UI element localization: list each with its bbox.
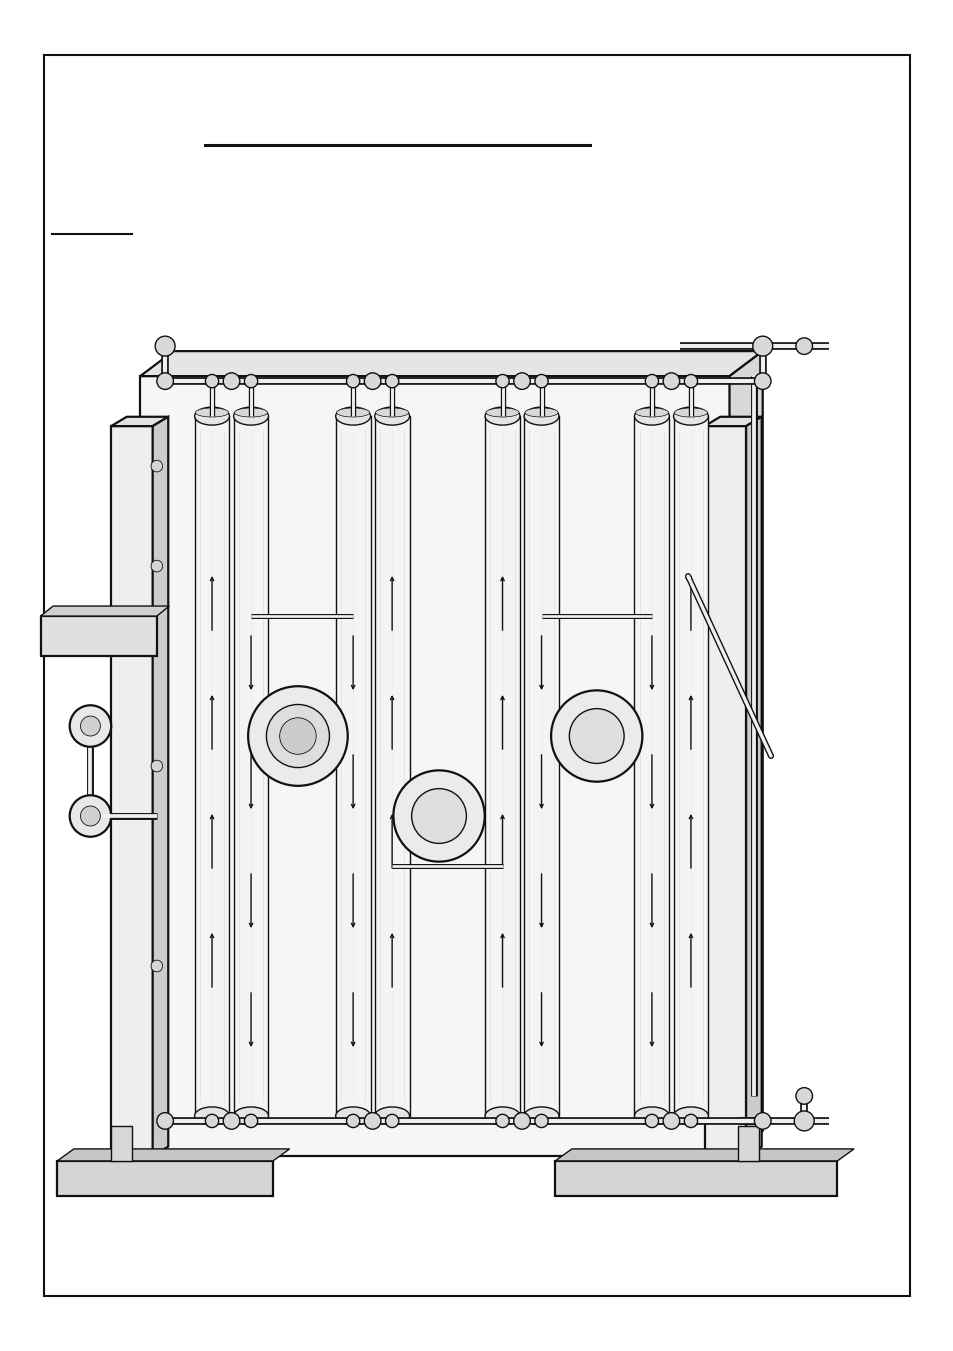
Ellipse shape — [375, 1106, 409, 1125]
Polygon shape — [704, 426, 745, 1156]
Ellipse shape — [375, 408, 408, 417]
Polygon shape — [555, 1148, 853, 1161]
Circle shape — [155, 336, 175, 357]
Circle shape — [411, 789, 466, 843]
Polygon shape — [112, 1125, 132, 1161]
Circle shape — [266, 704, 329, 767]
Polygon shape — [140, 376, 729, 1156]
Ellipse shape — [484, 407, 519, 426]
Polygon shape — [555, 1161, 837, 1196]
Ellipse shape — [634, 407, 669, 426]
Circle shape — [514, 1113, 530, 1129]
Polygon shape — [112, 416, 168, 426]
Polygon shape — [57, 1148, 290, 1161]
Ellipse shape — [634, 1106, 669, 1125]
Polygon shape — [41, 616, 156, 657]
Ellipse shape — [194, 1106, 230, 1125]
Circle shape — [244, 1115, 257, 1128]
Polygon shape — [523, 416, 558, 1116]
Polygon shape — [704, 416, 760, 426]
Circle shape — [535, 1115, 548, 1128]
Circle shape — [496, 1115, 509, 1128]
Polygon shape — [335, 416, 370, 1116]
Circle shape — [644, 1115, 658, 1128]
Circle shape — [794, 1111, 813, 1131]
Ellipse shape — [195, 408, 229, 417]
Ellipse shape — [523, 1106, 558, 1125]
Circle shape — [80, 716, 100, 736]
Polygon shape — [729, 351, 762, 1156]
Circle shape — [752, 336, 772, 357]
Circle shape — [151, 561, 162, 571]
Ellipse shape — [234, 408, 268, 417]
Circle shape — [70, 705, 112, 747]
Circle shape — [754, 1113, 770, 1129]
Circle shape — [205, 1115, 218, 1128]
Polygon shape — [484, 416, 519, 1116]
Circle shape — [346, 374, 359, 388]
Circle shape — [346, 1115, 359, 1128]
Circle shape — [279, 717, 315, 754]
Ellipse shape — [375, 407, 409, 426]
Circle shape — [795, 1088, 812, 1104]
Circle shape — [70, 796, 112, 836]
Circle shape — [156, 373, 173, 389]
Text: AXEON: AXEON — [233, 708, 711, 824]
Circle shape — [364, 373, 380, 389]
Ellipse shape — [485, 408, 518, 417]
Polygon shape — [194, 416, 230, 1116]
Ellipse shape — [336, 408, 370, 417]
Circle shape — [151, 761, 162, 771]
Circle shape — [683, 1115, 697, 1128]
Circle shape — [535, 374, 548, 388]
Polygon shape — [57, 1161, 273, 1196]
Ellipse shape — [335, 1106, 370, 1125]
Polygon shape — [41, 607, 169, 616]
Circle shape — [496, 374, 509, 388]
Ellipse shape — [524, 408, 558, 417]
Ellipse shape — [523, 407, 558, 426]
Circle shape — [223, 373, 239, 389]
Circle shape — [569, 709, 623, 763]
Ellipse shape — [233, 407, 268, 426]
Ellipse shape — [233, 1106, 268, 1125]
Circle shape — [662, 1113, 679, 1129]
Circle shape — [156, 1113, 173, 1129]
Circle shape — [644, 374, 658, 388]
Ellipse shape — [674, 408, 707, 417]
Circle shape — [205, 374, 218, 388]
Ellipse shape — [194, 407, 230, 426]
Polygon shape — [112, 426, 152, 1156]
Circle shape — [364, 1113, 380, 1129]
Polygon shape — [140, 351, 762, 376]
Circle shape — [662, 373, 679, 389]
Circle shape — [248, 686, 347, 786]
Circle shape — [514, 373, 530, 389]
Circle shape — [385, 1115, 398, 1128]
Polygon shape — [152, 416, 168, 1156]
Ellipse shape — [635, 408, 668, 417]
Circle shape — [683, 374, 697, 388]
Circle shape — [244, 374, 257, 388]
Polygon shape — [634, 416, 669, 1116]
Polygon shape — [233, 416, 268, 1116]
Text: ®: ® — [720, 684, 745, 708]
Ellipse shape — [335, 407, 370, 426]
Ellipse shape — [673, 407, 708, 426]
Circle shape — [80, 807, 100, 825]
Polygon shape — [745, 416, 760, 1156]
Circle shape — [223, 1113, 239, 1129]
Circle shape — [393, 770, 484, 862]
Circle shape — [151, 461, 162, 471]
Circle shape — [795, 338, 812, 354]
Polygon shape — [673, 416, 708, 1116]
Ellipse shape — [484, 1106, 519, 1125]
Circle shape — [551, 690, 641, 782]
Circle shape — [385, 374, 398, 388]
Polygon shape — [737, 1125, 758, 1161]
Circle shape — [754, 373, 770, 389]
Circle shape — [151, 961, 162, 971]
Polygon shape — [375, 416, 409, 1116]
Ellipse shape — [673, 1106, 708, 1125]
